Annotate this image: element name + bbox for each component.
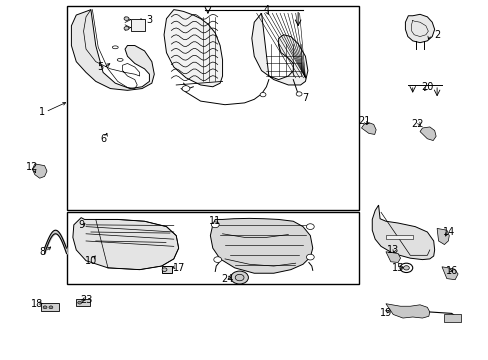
Circle shape	[211, 222, 219, 228]
Polygon shape	[419, 127, 435, 140]
Text: 16: 16	[445, 266, 457, 276]
Polygon shape	[385, 252, 400, 262]
Circle shape	[296, 92, 302, 96]
Text: 8: 8	[39, 247, 45, 257]
Text: 12: 12	[26, 162, 39, 172]
Text: 20: 20	[420, 82, 433, 92]
Text: 18: 18	[31, 299, 43, 309]
Ellipse shape	[112, 46, 118, 49]
Text: 2: 2	[433, 30, 439, 40]
FancyBboxPatch shape	[41, 303, 59, 311]
Circle shape	[230, 271, 248, 284]
Ellipse shape	[117, 58, 123, 61]
Circle shape	[49, 306, 53, 309]
Text: 17: 17	[172, 263, 184, 273]
Bar	[385, 235, 412, 239]
Circle shape	[162, 268, 166, 271]
Polygon shape	[163, 10, 222, 87]
Circle shape	[403, 266, 408, 270]
Text: 3: 3	[146, 15, 152, 26]
Circle shape	[182, 86, 189, 91]
Text: 5: 5	[97, 62, 103, 72]
Circle shape	[306, 224, 314, 229]
Polygon shape	[441, 267, 457, 280]
Circle shape	[124, 27, 129, 30]
Circle shape	[235, 274, 244, 281]
FancyBboxPatch shape	[443, 314, 460, 322]
Circle shape	[43, 306, 47, 309]
Polygon shape	[371, 205, 434, 260]
Text: 1: 1	[39, 107, 45, 117]
Circle shape	[124, 17, 129, 21]
Circle shape	[78, 301, 81, 304]
Bar	[66, 6, 358, 211]
Text: 7: 7	[302, 93, 308, 103]
Text: 6: 6	[100, 134, 106, 144]
FancyBboxPatch shape	[76, 299, 90, 306]
FancyBboxPatch shape	[161, 266, 172, 273]
Bar	[66, 212, 358, 284]
Polygon shape	[436, 228, 448, 244]
Text: 24: 24	[221, 274, 233, 284]
Text: 23: 23	[80, 295, 92, 305]
Polygon shape	[210, 219, 312, 273]
Text: 4: 4	[263, 5, 269, 15]
Text: 11: 11	[209, 216, 221, 226]
Circle shape	[260, 93, 265, 97]
Text: 9: 9	[78, 220, 84, 230]
Text: 19: 19	[379, 308, 391, 318]
Polygon shape	[405, 14, 434, 42]
Circle shape	[399, 263, 412, 273]
Circle shape	[213, 257, 221, 262]
Text: 22: 22	[410, 120, 423, 129]
Text: 14: 14	[442, 227, 454, 237]
Text: 10: 10	[84, 256, 97, 266]
Text: 15: 15	[391, 263, 404, 273]
Polygon shape	[361, 123, 375, 134]
Text: 21: 21	[357, 116, 369, 126]
Bar	[131, 19, 145, 31]
Text: 13: 13	[386, 245, 399, 255]
Polygon shape	[71, 10, 154, 90]
Polygon shape	[32, 164, 47, 178]
Polygon shape	[251, 13, 307, 85]
Polygon shape	[385, 304, 429, 318]
Polygon shape	[73, 218, 178, 270]
Circle shape	[306, 254, 314, 260]
